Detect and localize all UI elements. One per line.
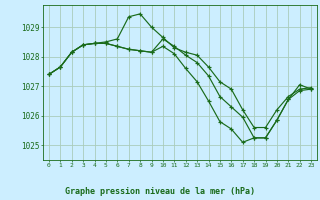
Text: Graphe pression niveau de la mer (hPa): Graphe pression niveau de la mer (hPa) [65, 187, 255, 196]
